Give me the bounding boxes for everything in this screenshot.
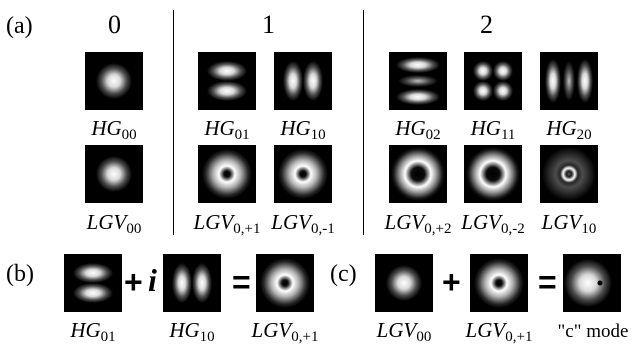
group-divider-2 <box>363 10 364 235</box>
b-hg01-intensity-image <box>64 254 122 312</box>
c-mode-intensity-image <box>563 254 621 312</box>
lgv00-label: LGV00 <box>86 210 142 237</box>
lgv0m2-intensity-image <box>464 145 522 203</box>
hg02-label: HG02 <box>395 116 441 143</box>
panel-label-a: (a) <box>6 13 33 39</box>
c-mode-label: "c" mode <box>557 321 629 342</box>
b-lgv0p1-intensity-image <box>256 254 314 312</box>
hg20-intensity-image <box>540 52 598 110</box>
hg11-label: HG11 <box>470 116 516 143</box>
group-divider-1 <box>173 10 174 235</box>
equals-operator-c: = <box>538 264 557 300</box>
c-lgv00-intensity-image <box>375 254 433 312</box>
hg01-label: HG01 <box>204 116 250 143</box>
c-lgv0p1-intensity-image <box>470 254 528 312</box>
plus-operator-b: + <box>124 264 143 300</box>
hg10-label: HG10 <box>280 116 326 143</box>
panel-label-c: (c) <box>330 261 357 287</box>
group-label-0: 0 <box>108 10 121 39</box>
equals-operator-b: = <box>232 264 251 300</box>
imaginary-unit-operator: i <box>148 262 157 298</box>
c-lgv00-label: LGV00 <box>376 318 432 345</box>
hg10-intensity-image <box>274 52 332 110</box>
b-hg10-label: HG10 <box>169 318 215 345</box>
b-hg01-label: HG01 <box>70 318 116 345</box>
hg02-intensity-image <box>389 52 447 110</box>
group-label-1: 1 <box>262 10 275 39</box>
lgv0m1-intensity-image <box>274 145 332 203</box>
lgv0m2-label: LGV0,-2 <box>461 210 525 237</box>
lgv0p1-intensity-image <box>198 145 256 203</box>
b-lgv0p1-label: LGV0,+1 <box>251 318 319 345</box>
hg01-intensity-image <box>198 52 256 110</box>
c-lgv0p1-label: LGV0,+1 <box>465 318 533 345</box>
lgv0p2-intensity-image <box>389 145 447 203</box>
plus-operator-c: + <box>442 264 461 300</box>
lgv10-label: LGV10 <box>541 210 597 237</box>
hg00-intensity-image <box>85 52 143 110</box>
lgv0p1-label: LGV0,+1 <box>193 210 261 237</box>
panel-label-b: (b) <box>6 261 34 287</box>
group-label-2: 2 <box>480 10 493 39</box>
hg00-label: HG00 <box>91 116 137 143</box>
lgv0p2-label: LGV0,+2 <box>384 210 452 237</box>
lgv00-intensity-image <box>85 145 143 203</box>
hg11-intensity-image <box>464 52 522 110</box>
hg20-label: HG20 <box>546 116 592 143</box>
lgv10-intensity-image <box>540 145 598 203</box>
lgv0m1-label: LGV0,-1 <box>271 210 335 237</box>
b-hg10-intensity-image <box>163 254 221 312</box>
